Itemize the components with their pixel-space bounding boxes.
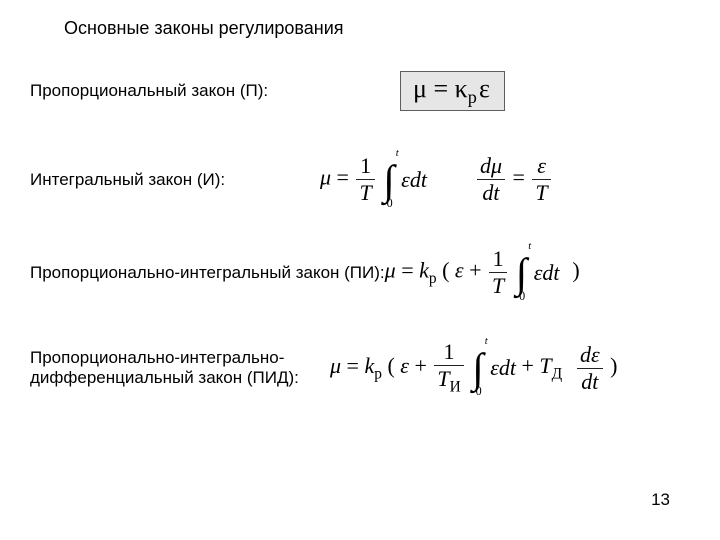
law-row-pi: Пропорционально-интегральный закон (ПИ):… — [30, 248, 690, 297]
formula-p-eq: μ = κp ε — [400, 71, 505, 111]
law-row-i: Интегральный закон (И): μ = 1 T t ∫ 0 εd… — [30, 155, 690, 204]
formula-i: μ = 1 T t ∫ 0 εdt dμ dt = — [320, 155, 690, 204]
law-label-pi: Пропорционально-интегральный закон (ПИ): — [30, 263, 385, 283]
slide-title: Основные законы регулирования — [64, 18, 690, 39]
formula-p: μ = κp ε — [400, 71, 690, 111]
formula-pid: μ = kp ( ε + 1 TИ t ∫ 0 εdt + TД — [330, 341, 690, 395]
law-label-p: Пропорциональный закон (П): — [30, 81, 400, 101]
formula-pid-eq: μ = kp ( ε + 1 TИ t ∫ 0 εdt + TД — [330, 341, 617, 395]
formula-i-diff: dμ dt = ε T — [475, 155, 553, 204]
law-row-pid: Пропорционально-интегрально- дифференциа… — [30, 341, 690, 395]
formula-i-int: μ = 1 T t ∫ 0 εdt — [320, 155, 427, 204]
law-label-i: Интегральный закон (И): — [30, 170, 320, 190]
law-row-p: Пропорциональный закон (П): μ = κp ε — [30, 71, 690, 111]
formula-pi-eq: μ = kp ( ε + 1 T t ∫ 0 εdt ) — [385, 248, 580, 297]
formula-pi: μ = kp ( ε + 1 T t ∫ 0 εdt ) — [385, 248, 690, 297]
page-number: 13 — [651, 490, 670, 510]
law-label-pid: Пропорционально-интегрально- дифференциа… — [30, 348, 330, 388]
